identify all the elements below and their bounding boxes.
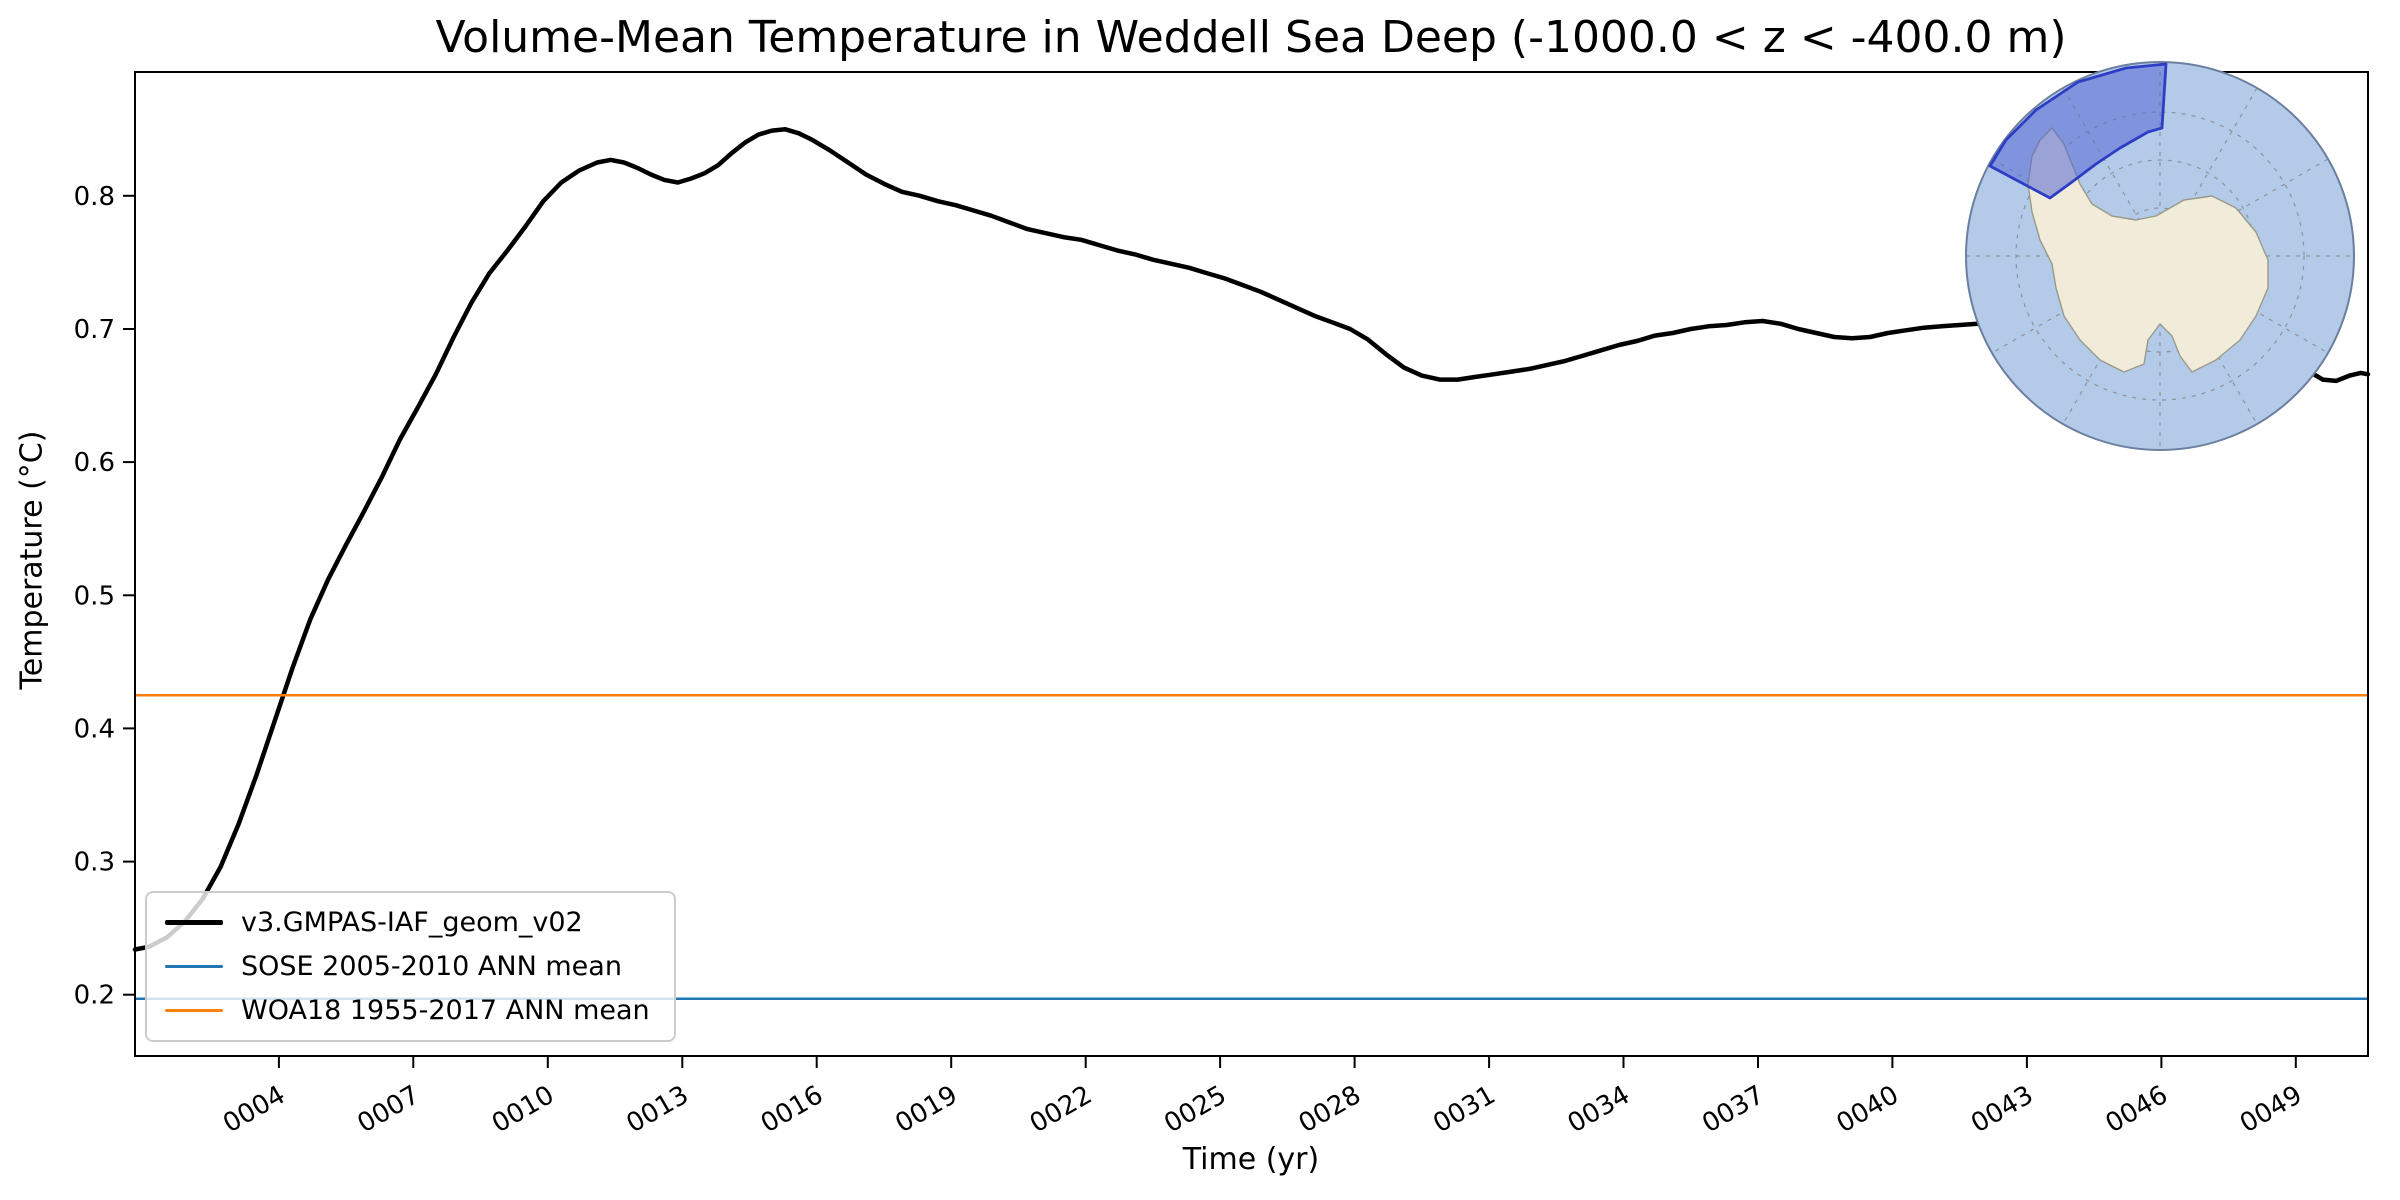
x-tick-label: 0043 [1966,1080,2038,1139]
x-tick-label: 0019 [890,1080,962,1139]
y-tick-label: 0.4 [74,714,115,744]
y-axis-label: Temperature (°C) [14,430,50,690]
legend-label-woa18: WOA18 1955-2017 ANN mean [241,995,650,1026]
x-tick-label: 0010 [487,1080,559,1139]
y-tick-label: 0.8 [74,182,115,212]
y-tick-label: 0.2 [74,981,115,1011]
antarctic-inset-map [1960,56,2360,456]
legend-label-model: v3.GMPAS-IAF_geom_v02 [241,907,583,938]
legend-line-sample-woa18 [165,1009,223,1012]
legend-label-sose: SOSE 2005-2010 ANN mean [241,951,622,982]
y-tick-label: 0.6 [74,448,115,478]
antarctica-landmass [2027,127,2269,373]
x-tick-label: 0040 [1832,1080,1904,1139]
x-tick-label: 0004 [218,1080,290,1139]
x-tick-label: 0037 [1697,1080,1769,1139]
legend-line-sample-model [165,920,223,925]
legend: v3.GMPAS-IAF_geom_v02 SOSE 2005-2010 ANN… [145,891,676,1042]
weddell-region-highlight [1988,62,2168,200]
y-tick-label: 0.5 [74,581,115,611]
x-tick-label: 0049 [2235,1080,2307,1139]
x-tick-label: 0046 [2101,1080,2173,1139]
x-tick-label: 0028 [1294,1080,1366,1139]
x-tick-label: 0031 [1428,1080,1500,1139]
legend-item-sose: SOSE 2005-2010 ANN mean [165,951,650,982]
x-tick-label: 0013 [621,1080,693,1139]
legend-item-woa18: WOA18 1955-2017 ANN mean [165,995,650,1026]
x-tick-label: 0007 [352,1080,424,1139]
x-tick-label: 0025 [1159,1080,1231,1139]
legend-line-sample-sose [165,965,223,968]
x-axis-label: Time (yr) [1182,1142,1320,1177]
axes-frame [134,71,2369,1057]
x-tick-label: 0022 [1025,1080,1097,1139]
y-tick-label: 0.7 [74,315,115,345]
y-tick-label: 0.3 [74,848,115,878]
x-tick-label: 0034 [1563,1080,1635,1139]
x-tick-label: 0016 [756,1080,828,1139]
chart-title: Volume-Mean Temperature in Weddell Sea D… [435,12,2067,63]
legend-item-model: v3.GMPAS-IAF_geom_v02 [165,907,650,938]
